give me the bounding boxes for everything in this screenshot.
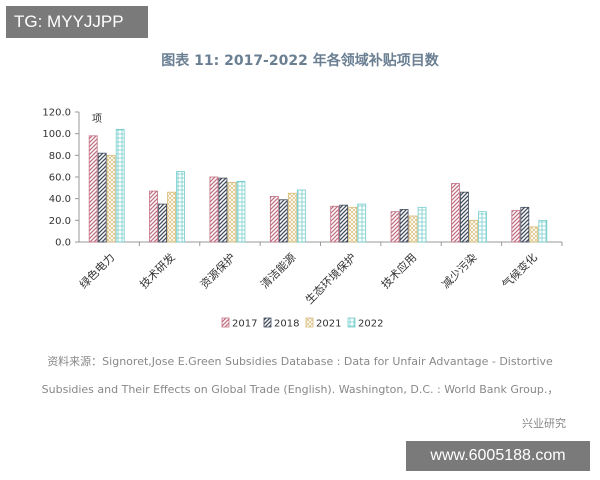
source-note-line1: 资料来源：Signoret,Jose E.Green Subsidies Dat…: [47, 355, 553, 368]
bar-2018-6: [460, 191, 469, 243]
bar-2017-6: [451, 183, 460, 243]
bar-2021-3: [287, 192, 297, 243]
bar-2018-5: [399, 209, 409, 243]
source-note-line2: Subsidies and Their Effects on Global Tr…: [41, 383, 559, 396]
x-axis-labels: 绿色电力 技术研发 资源保护 清洁能源 生态环境保护 技术应用 减少污染 气候变化: [76, 250, 540, 307]
bar-2018-2: [218, 177, 228, 243]
bar-2021-0: [106, 154, 116, 243]
y-tick-label: 60.0: [49, 173, 71, 184]
legend-swatch-2022: [347, 317, 356, 328]
bar-2022-1: [176, 171, 185, 243]
bar-2017-3: [269, 196, 279, 243]
x-tick-label: 技术应用: [378, 250, 419, 291]
legend-swatch-2017: [221, 317, 230, 328]
legend-label-2018: 2018: [274, 319, 299, 330]
y-tick-label: 120.0: [42, 108, 71, 119]
x-tick-label: 绿色电力: [76, 250, 117, 291]
legend-label-2022: 2022: [358, 319, 383, 330]
x-tick-label: 资源保护: [197, 250, 238, 291]
bar-2018-0: [97, 152, 107, 243]
x-tick-label: 气候变化: [499, 250, 540, 291]
bar-2017-2: [209, 176, 219, 243]
legend-swatch-2021: [305, 317, 314, 328]
y-tick-label: 80.0: [49, 151, 71, 162]
bar-2021-7: [529, 226, 539, 243]
legend-label-2021: 2021: [316, 319, 341, 330]
x-tick-label: 技术研发: [137, 250, 178, 291]
bar-2017-0: [88, 135, 98, 243]
bar-chart: 0.0 20.0 40.0 60.0 80.0 100.0 120.0 项 绿色电力 技术研发资…: [42, 108, 563, 330]
x-tick-label: 清洁能源: [257, 250, 298, 291]
bar-2022-6: [478, 211, 487, 243]
bar-2018-7: [520, 206, 530, 243]
x-tick-label: 减少污染: [439, 250, 480, 291]
bar-2018-3: [278, 199, 288, 243]
chart-legend: 2017 2018 2021 2022: [221, 317, 383, 330]
y-tick-label: 0.0: [55, 238, 71, 249]
y-tick-label: 100.0: [42, 129, 71, 140]
bar-2017-4: [330, 205, 340, 243]
bar-2022-0: [115, 128, 125, 243]
bar-2022-7: [538, 219, 548, 243]
bar-2017-7: [511, 210, 521, 243]
bar-2022-4: [357, 203, 367, 243]
y-tick-label: 40.0: [49, 194, 71, 205]
chart-title: 图表 11: 2017-2022 年各领域补贴项目数: [161, 53, 439, 69]
legend-swatch-2018: [263, 317, 272, 328]
bar-2021-4: [348, 206, 358, 243]
y-tick-label: 20.0: [49, 216, 71, 227]
watermark-badge-bottom: www.6005188.com: [406, 441, 590, 471]
bar-2021-5: [408, 215, 418, 243]
bar-2021-6: [469, 219, 478, 243]
bar-2022-2: [236, 180, 246, 243]
bar-2022-5: [417, 206, 427, 243]
bar-2022-3: [296, 189, 306, 243]
x-tick-label: 生态环境保护: [302, 250, 359, 307]
bar-2017-5: [390, 211, 400, 243]
bar-2017-1: [149, 190, 158, 243]
bar-2021-1: [167, 191, 176, 243]
bar-2018-4: [339, 204, 349, 243]
bar-2021-2: [227, 182, 237, 243]
chart-bars: [88, 128, 563, 246]
publisher-label: 兴业研究: [522, 417, 566, 430]
bar-2018-1: [158, 203, 167, 243]
y-axis-unit-label: 项: [92, 113, 102, 125]
watermark-badge-top: TG: MYYJJPP: [6, 6, 148, 38]
legend-label-2017: 2017: [232, 319, 257, 330]
